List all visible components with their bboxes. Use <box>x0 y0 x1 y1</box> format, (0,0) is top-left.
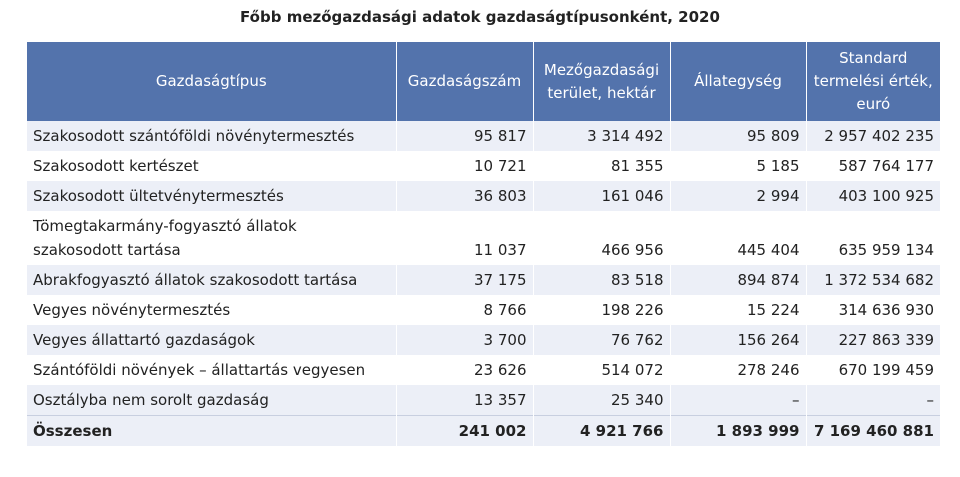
table-row: Szakosodott kertészet 10 721 81 355 5 185 58… <box>27 151 940 181</box>
cell: 514 072 <box>532 355 670 385</box>
cell: 156 264 <box>669 325 806 355</box>
cell: 13 357 <box>395 385 533 416</box>
row-label: Szántóföldi növények – állattartás vegye… <box>33 361 366 379</box>
row-label: Szakosodott szántóföldi növénytermesztés <box>27 121 396 151</box>
row-label: Tömegtakarmány-fogyasztó állatok szakoso… <box>33 217 297 259</box>
table-row: Tömegtakarmány-fogyasztó állatok szakoso… <box>27 211 940 265</box>
table-row: Szántóföldi növények – állattartás vegye… <box>27 355 940 385</box>
cell: 670 199 459 <box>805 355 940 385</box>
cell: 894 874 <box>669 265 806 295</box>
table-row: Szakosodott szántóföldi növénytermesztés… <box>27 121 940 151</box>
cell: 3 700 <box>395 325 533 355</box>
cell: 8 766 <box>395 295 533 325</box>
table-body: Szakosodott szántóföldi növénytermesztés… <box>27 121 940 446</box>
cell: 2 994 <box>669 181 806 211</box>
table-row: Osztályba nem sorolt gazdaság 13 357 25 34… <box>27 385 940 416</box>
column-header: Standard termelési érték, euró <box>805 42 940 121</box>
row-label: Osztályba nem sorolt gazdaság <box>27 385 396 416</box>
cell: 11 037 <box>395 211 533 265</box>
cell: 76 762 <box>532 325 670 355</box>
cell: 635 959 134 <box>805 211 940 265</box>
column-header: Állategység <box>669 42 806 121</box>
table-row: Vegyes növénytermesztés 8 766 198 226 15 22… <box>27 295 940 325</box>
cell: 278 246 <box>669 355 806 385</box>
table-row: Abrakfogyasztó állatok szakosodott tartá… <box>27 265 940 295</box>
column-header: Gazdaságtípus <box>27 42 396 121</box>
cell: 25 340 <box>532 385 670 416</box>
cell: 403 100 925 <box>805 181 940 211</box>
cell: 81 355 <box>532 151 670 181</box>
cell: 3 314 492 <box>532 121 670 151</box>
cell: 241 002 <box>395 415 533 446</box>
cell: 95 817 <box>395 121 533 151</box>
row-label: Abrakfogyasztó állatok szakosodott tartá… <box>27 265 396 295</box>
cell: 37 175 <box>395 265 533 295</box>
row-label: Vegyes növénytermesztés <box>33 301 231 319</box>
cell: 198 226 <box>532 295 670 325</box>
column-header: Mezőgazdasági terület, hektár <box>532 42 670 121</box>
table-row: Vegyes állattartó gazdaságok 3 700 76 762 1… <box>27 325 940 355</box>
cell: 23 626 <box>395 355 533 385</box>
row-label: Összesen <box>27 415 396 446</box>
cell: 15 224 <box>669 295 806 325</box>
row-label: Szakosodott kertészet <box>33 157 199 175</box>
cell: 5 185 <box>669 151 806 181</box>
row-label: Vegyes állattartó gazdaságok <box>27 325 396 355</box>
cell: 314 636 930 <box>805 295 940 325</box>
cell: 445 404 <box>669 211 806 265</box>
cell: 1 893 999 <box>669 415 806 446</box>
cell: 227 863 339 <box>805 325 940 355</box>
cell: 10 721 <box>395 151 533 181</box>
table-title: Főbb mezőgazdasági adatok gazdaságtípuso… <box>240 8 720 26</box>
cell: – <box>669 385 806 416</box>
table-row: Szakosodott ültetvénytermesztés 36 803 161… <box>27 181 940 211</box>
row-label: Szakosodott ültetvénytermesztés <box>27 181 396 211</box>
cell: 95 809 <box>669 121 806 151</box>
header-row: Gazdaságtípus Gazdaságszám Mezőgazdasági t… <box>27 42 940 121</box>
cell: – <box>805 385 940 416</box>
data-table: Gazdaságtípus Gazdaságszám Mezőgazdasági t… <box>27 42 940 446</box>
cell: 587 764 177 <box>805 151 940 181</box>
cell: 466 956 <box>532 211 670 265</box>
cell: 2 957 402 235 <box>805 121 940 151</box>
column-header: Gazdaságszám <box>395 42 533 121</box>
cell: 1 372 534 682 <box>805 265 940 295</box>
cell: 83 518 <box>532 265 670 295</box>
cell: 36 803 <box>395 181 533 211</box>
cell: 4 921 766 <box>532 415 670 446</box>
cell: 161 046 <box>532 181 670 211</box>
cell: 7 169 460 881 <box>805 415 940 446</box>
total-row: Összesen 241 002 4 921 766 1 893 999 7 169 4… <box>27 415 940 446</box>
